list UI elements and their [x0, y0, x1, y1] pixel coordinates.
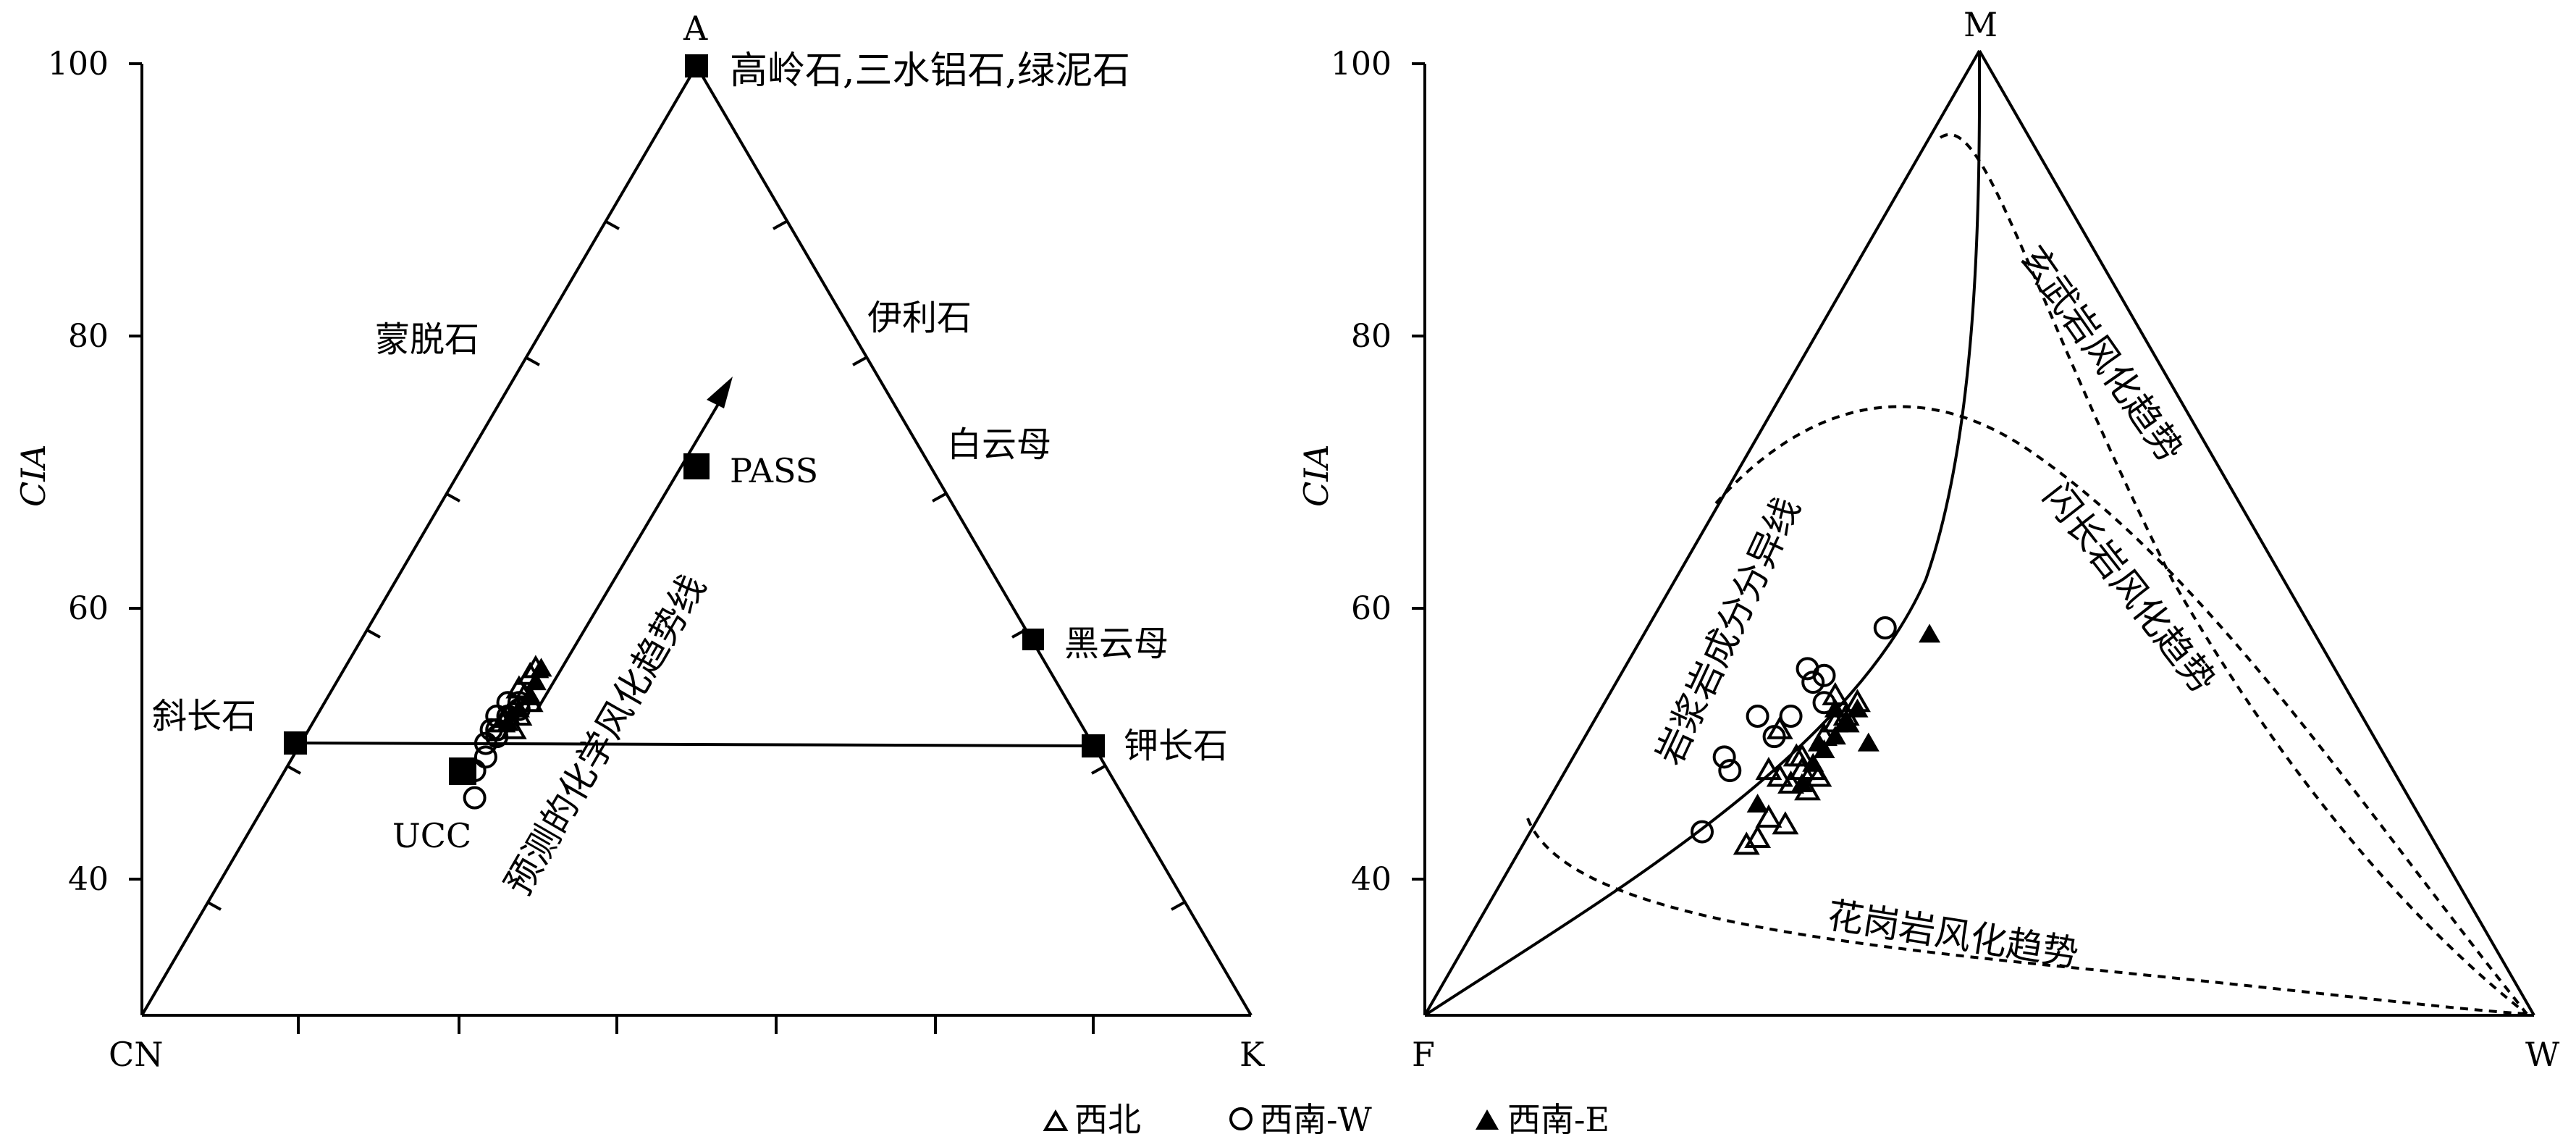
- trend-arrowhead: [707, 377, 733, 408]
- apex-label-f: F: [1412, 1035, 1435, 1074]
- apex-label-w: W: [2525, 1035, 2560, 1074]
- sample-open-triangle-marker: [1755, 757, 1782, 781]
- y-tick-label: 80: [1351, 318, 1392, 355]
- sample-filled-triangle-marker: [1813, 739, 1835, 758]
- sample-filled-triangle-marker: [1824, 726, 1846, 745]
- y-tick-label: 80: [68, 318, 109, 355]
- trend-label: 预测的化学风化趋势线: [497, 568, 714, 902]
- y-tick-label: 40: [68, 861, 109, 898]
- sample-filled-triangle-marker: [1790, 773, 1813, 792]
- sample-circle-marker: [1691, 820, 1714, 844]
- mineral-label: PASS: [730, 451, 818, 490]
- mineral-label: UCC: [392, 816, 471, 855]
- sample-circle-marker: [1812, 663, 1836, 687]
- sample-open-triangle-marker: [1788, 743, 1816, 767]
- sample-filled-triangle-marker: [524, 671, 547, 691]
- curve-label: 花岗岩风化趋势: [1824, 894, 2082, 975]
- curve-label: 玄武岩风化趋势: [2011, 238, 2191, 470]
- acnk-diagram: A CN K 100 80 60 40 CIA 高岭石,三水铝石,绿泥石 蒙脱石…: [14, 9, 1266, 1074]
- apex-label-cn: CN: [109, 1035, 163, 1074]
- y-tick-marks: [1412, 62, 1425, 881]
- sample-circle-marker: [1779, 705, 1803, 729]
- apex-label-a: A: [683, 9, 708, 48]
- mfw-diagram: M F W 100 80 60 40 CIA 岩浆岩成分分异线 玄武岩风化趋势 …: [1297, 5, 2560, 1074]
- sample-circle-marker: [463, 759, 487, 783]
- sample-filled-triangle-marker: [497, 712, 519, 731]
- y-tick-label: 100: [1331, 46, 1392, 83]
- apex-label-m: M: [1963, 5, 1998, 44]
- sample-filled-triangle-marker: [508, 698, 530, 718]
- apex-label-k: K: [1239, 1035, 1266, 1074]
- sample-filled-triangle-marker: [519, 684, 542, 704]
- mineral-label: 斜长石: [152, 696, 256, 736]
- legend-label: 西南-W: [1260, 1100, 1373, 1139]
- legend-filled-triangle: [1476, 1109, 1499, 1130]
- diorite-trend-curve: [1714, 405, 2528, 1015]
- legend-open-circle: [1229, 1107, 1253, 1130]
- plagioclase-marker: [284, 731, 307, 755]
- legend-open-triangle: [1043, 1109, 1069, 1131]
- sample-filled-triangle-marker: [1857, 732, 1880, 752]
- legend-label: 西南-E: [1507, 1100, 1609, 1139]
- triangle-right-side: [695, 64, 1253, 1017]
- triangle-left-side: [140, 64, 698, 1017]
- kaolinite-marker: [685, 54, 708, 77]
- sample-open-triangle-marker: [1744, 824, 1772, 848]
- mineral-label: 伊利石: [867, 298, 972, 338]
- biotite-marker: [1022, 629, 1044, 650]
- feldspar-join-line: [295, 742, 1094, 747]
- sample-markers: [1691, 616, 1941, 855]
- pass-marker: [683, 453, 710, 479]
- y-tick-label: 60: [1351, 590, 1392, 627]
- y-axis-label: CIA: [1297, 444, 1336, 507]
- weathering-trend-arrow: [536, 395, 724, 711]
- mineral-label: 蒙脱石: [375, 319, 479, 360]
- mineral-label: 高岭石,三水铝石,绿泥石: [730, 49, 1130, 93]
- sample-circle-marker: [463, 786, 487, 810]
- right-side-ticks: [773, 220, 1185, 911]
- sample-open-triangle-marker: [1805, 763, 1832, 787]
- mineral-label: 黑云母: [1064, 624, 1169, 664]
- sample-open-triangle-marker: [1772, 811, 1799, 835]
- sample-circle-marker: [1746, 705, 1769, 729]
- sample-filled-triangle-marker: [1919, 624, 1941, 643]
- y-tick-label: 60: [68, 590, 109, 627]
- sample-filled-triangle-marker: [1846, 698, 1869, 718]
- legend: 西北 西南-W 西南-E: [1043, 1100, 1609, 1139]
- mineral-label: 钾长石: [1124, 726, 1228, 766]
- sample-markers: [463, 655, 552, 810]
- basalt-trend-curve: [1939, 133, 2528, 1015]
- sample-circle-marker: [1718, 759, 1742, 783]
- legend-label: 西北: [1074, 1100, 1141, 1139]
- kfeldspar-marker: [1082, 734, 1105, 757]
- sample-circle-marker: [1712, 745, 1736, 769]
- sample-circle-marker: [1762, 725, 1786, 749]
- sample-filled-triangle-marker: [1746, 794, 1769, 813]
- sample-open-triangle-marker: [1755, 804, 1782, 828]
- mineral-label: 白云母: [947, 424, 1051, 465]
- sample-circle-marker: [473, 745, 497, 769]
- triangle-right-side: [1978, 50, 2535, 1016]
- y-tick-label: 100: [48, 46, 109, 83]
- sample-circle-marker: [1873, 616, 1897, 640]
- triangle-left-side: [1423, 50, 1981, 1016]
- magmatic-differentiation-line: [1423, 50, 1982, 1017]
- y-tick-marks: [129, 62, 142, 881]
- y-axis-label: CIA: [14, 444, 53, 507]
- y-tick-label: 40: [1351, 861, 1392, 898]
- sample-open-triangle-marker: [1766, 763, 1793, 787]
- sample-filled-triangle-marker: [1802, 752, 1824, 772]
- sample-open-triangle-marker: [1777, 770, 1805, 794]
- curve-label: 闪长岩风化趋势: [2035, 476, 2224, 702]
- sample-filled-triangle-marker: [1835, 712, 1858, 731]
- sample-filled-triangle-marker: [530, 658, 552, 677]
- sample-open-triangle-marker: [1733, 831, 1760, 855]
- sample-open-triangle-marker: [1766, 715, 1793, 739]
- x-tick-marks: [297, 1015, 1095, 1034]
- left-side-ticks: [207, 220, 620, 911]
- sample-filled-triangle-marker: [1824, 698, 1846, 718]
